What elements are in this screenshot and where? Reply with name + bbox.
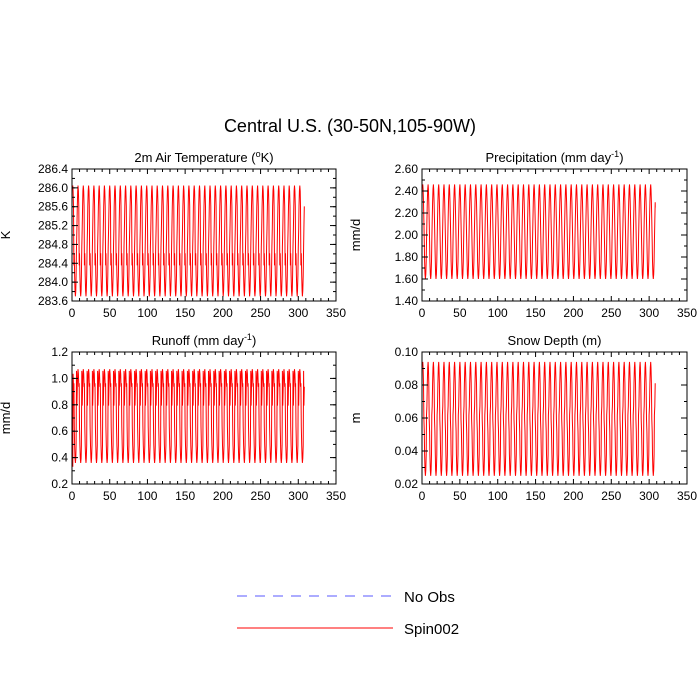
y-tick-label: 0.04 (395, 444, 419, 458)
y-tick-label: 1.40 (395, 294, 419, 308)
y-tick-label: 286.4 (38, 162, 68, 176)
panel-runoff: 0 50 100 150 200 250 300 350 0.2 0.4 0.6 0.8 1.0 1.2 R… (0, 332, 346, 503)
x-tick-label: 150 (175, 489, 195, 503)
x-tick-label: 350 (677, 489, 697, 503)
y-tick-label: 283.6 (38, 294, 68, 308)
x-tick-label: 300 (288, 489, 308, 503)
series-line-spin002 (422, 184, 656, 280)
x-tick-label: 100 (488, 306, 508, 320)
x-tick-label: 0 (69, 489, 76, 503)
y-tick-label: 0.4 (51, 451, 68, 465)
x-tick-label: 250 (251, 306, 271, 320)
x-tick-label: 50 (453, 489, 467, 503)
y-tick-label: 1.2 (51, 345, 68, 359)
y-tick-label: 0.06 (395, 411, 419, 425)
x-tick-label: 200 (563, 306, 583, 320)
x-tick-label: 300 (639, 306, 659, 320)
x-tick-label: 250 (601, 489, 621, 503)
y-axis-label: K (0, 230, 13, 239)
y-tick-label: 284.0 (38, 275, 68, 289)
x-tick-label: 150 (175, 306, 195, 320)
x-tick-label: 200 (213, 489, 233, 503)
panel-snow-depth: 0 50 100 150 200 250 300 350 0.02 0.04 0.06 0.08 0.1… (348, 333, 697, 503)
y-tick-label: 0.2 (51, 477, 68, 491)
legend: No Obs Spin002 (237, 589, 459, 638)
x-tick-label: 250 (251, 489, 271, 503)
y-tick-label: 286.0 (38, 181, 68, 195)
series-line-spin002 (72, 369, 305, 467)
x-tick-label: 200 (563, 489, 583, 503)
panel-air-temperature: 0 50 100 150 200 250 300 350 283.6 284.0 284.4 284.… (0, 149, 346, 320)
x-tick-label: 250 (601, 306, 621, 320)
x-tick-label: 0 (419, 489, 426, 503)
series-line-spin002 (72, 185, 305, 297)
y-tick-label: 285.2 (38, 219, 68, 233)
y-tick-label: 284.4 (38, 256, 68, 270)
x-tick-label: 0 (69, 306, 76, 320)
panel-title: Precipitation (mm day-1) (485, 149, 623, 165)
x-tick-label: 50 (453, 306, 467, 320)
y-tick-label: 0.08 (395, 378, 419, 392)
y-tick-label: 0.8 (51, 398, 68, 412)
x-tick-label: 50 (103, 489, 117, 503)
x-tick-label: 100 (137, 306, 157, 320)
y-axis-label: mm/d (0, 402, 13, 435)
y-tick-label: 2.20 (395, 206, 419, 220)
y-tick-label: 0.02 (395, 477, 419, 491)
figure-title: Central U.S. (30-50N,105-90W) (224, 116, 476, 136)
x-tick-label: 150 (526, 306, 546, 320)
panel-title: Runoff (mm day-1) (152, 332, 257, 348)
y-axis-label: m (348, 413, 363, 424)
x-tick-label: 350 (677, 306, 697, 320)
y-tick-label: 1.80 (395, 250, 419, 264)
x-tick-label: 200 (213, 306, 233, 320)
legend-label-spin002: Spin002 (404, 621, 459, 638)
y-tick-label: 285.6 (38, 200, 68, 214)
x-tick-label: 350 (326, 489, 346, 503)
x-tick-label: 350 (326, 306, 346, 320)
y-tick-label: 0.6 (51, 424, 68, 438)
y-tick-label: 2.00 (395, 228, 419, 242)
y-tick-label: 2.60 (395, 162, 419, 176)
series-line-spin002 (422, 361, 656, 476)
x-tick-label: 150 (526, 489, 546, 503)
x-tick-label: 300 (639, 489, 659, 503)
panel-title: Snow Depth (m) (508, 333, 602, 348)
x-tick-label: 50 (103, 306, 117, 320)
x-tick-label: 300 (288, 306, 308, 320)
x-tick-label: 100 (137, 489, 157, 503)
x-tick-label: 0 (419, 306, 426, 320)
y-tick-label: 2.40 (395, 184, 419, 198)
y-axis-label: mm/d (348, 219, 363, 252)
y-tick-label: 284.8 (38, 237, 68, 251)
panel-title: 2m Air Temperature (oK) (134, 149, 273, 165)
y-tick-label: 1.0 (51, 371, 68, 385)
panel-precipitation: 0 50 100 150 200 250 300 350 1.40 1.60 1.80 2.00 2.2… (348, 149, 697, 320)
x-tick-label: 100 (488, 489, 508, 503)
y-tick-label: 0.10 (395, 345, 419, 359)
legend-label-no-obs: No Obs (404, 589, 455, 606)
y-tick-label: 1.60 (395, 272, 419, 286)
